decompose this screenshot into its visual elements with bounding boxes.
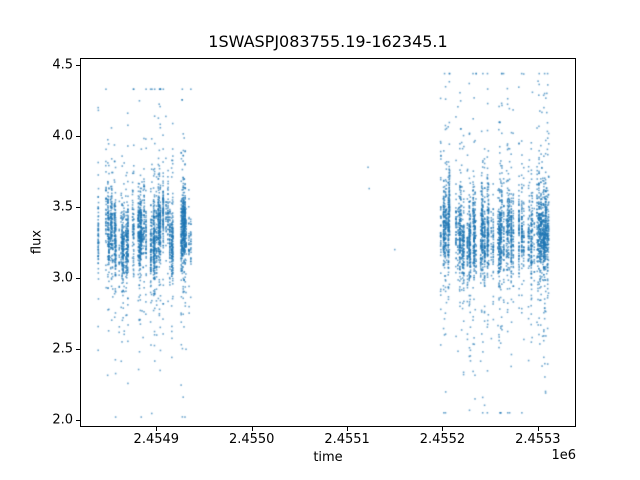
scatter-plot-canvas: [80, 58, 576, 427]
y-tick-label: 4.0: [52, 128, 73, 144]
x-tick-mark: [251, 427, 253, 431]
y-axis-label: flux: [29, 229, 45, 255]
y-tick-mark: [76, 136, 80, 138]
x-tick-mark: [442, 427, 444, 431]
x-tick-label: 2.4551: [324, 432, 370, 447]
y-tick-mark: [76, 65, 80, 67]
y-tick-mark: [76, 348, 80, 350]
x-tick-label: 2.4552: [419, 432, 466, 447]
y-tick-label: 4.5: [52, 57, 73, 73]
y-tick-mark: [76, 419, 80, 421]
chart-title: 1SWASPJ083755.19-162345.1: [208, 32, 448, 51]
x-axis-label: time: [313, 450, 343, 465]
x-tick-mark: [537, 427, 539, 431]
x-tick-label: 2.4553: [515, 432, 561, 447]
y-tick-label: 2.5: [52, 341, 73, 357]
x-tick-mark: [156, 427, 158, 431]
x-tick-label: 2.4549: [133, 432, 180, 447]
y-tick-mark: [76, 207, 80, 209]
x-axis-offset-label: 1e6: [551, 448, 576, 463]
x-tick-label: 2.4550: [228, 432, 275, 447]
y-tick-label: 3.0: [52, 270, 73, 286]
y-tick-label: 2.0: [52, 412, 73, 428]
y-tick-label: 3.5: [52, 199, 73, 215]
y-tick-mark: [76, 277, 80, 279]
x-tick-mark: [347, 427, 349, 431]
